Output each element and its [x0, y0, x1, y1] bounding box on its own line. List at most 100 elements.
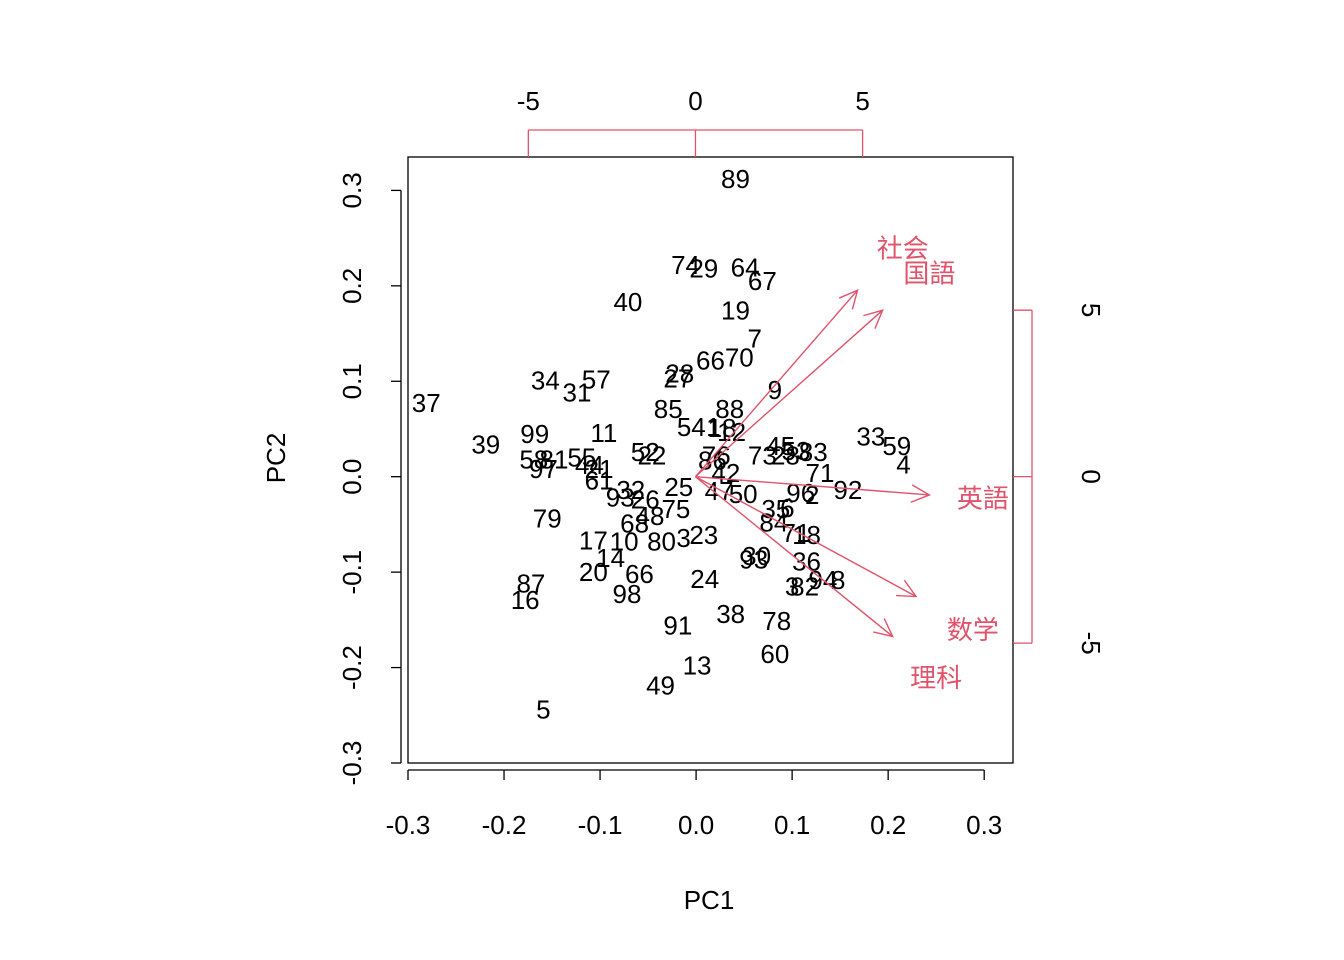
loading-arrowhead — [838, 288, 859, 310]
loading-label: 数学 — [947, 615, 999, 645]
observation-label: 91 — [663, 611, 692, 641]
observation-label: 39 — [471, 429, 500, 459]
observation-label: 11 — [590, 418, 617, 448]
loading-x-tick-label: -5 — [517, 86, 540, 116]
observation-label: 18 — [792, 520, 821, 550]
observation-label: 45 — [766, 431, 795, 461]
observation-label: 49 — [646, 671, 675, 701]
observation-label: 83 — [799, 437, 828, 467]
observation-label: 8 — [831, 565, 845, 595]
observation-label: 52 — [631, 437, 660, 467]
loading-arrow — [695, 475, 930, 496]
observation-label: 2 — [805, 480, 819, 510]
observation-label: 60 — [760, 639, 789, 669]
observation-label: 76 — [702, 441, 731, 471]
observation-label: 59 — [882, 431, 911, 461]
observation-label: 57 — [582, 364, 611, 394]
observation-label: 88 — [715, 394, 744, 424]
pc1-tick-label: -0.2 — [482, 810, 527, 840]
observation-label: 1 — [706, 412, 720, 442]
observation-label: 40 — [613, 287, 642, 317]
y-axis-title: PC2 — [261, 433, 291, 484]
observation-label: 99 — [520, 419, 549, 449]
observation-label: 68 — [620, 508, 649, 538]
pc2-tick-label: 0.2 — [337, 268, 367, 304]
observation-label: 14 — [596, 543, 625, 573]
loading-arrowhead — [910, 484, 932, 503]
loading-arrowhead — [863, 309, 884, 329]
observation-label: 42 — [711, 458, 740, 488]
observation-label: 19 — [721, 296, 750, 326]
pc2-tick-label: 0.3 — [337, 172, 367, 208]
observation-label: 75 — [661, 494, 690, 524]
observation-label: 81 — [540, 445, 569, 475]
pc2-tick-label: 0.1 — [337, 363, 367, 399]
observation-label: 26 — [631, 485, 660, 515]
observation-label: 30 — [742, 541, 771, 571]
observation-label: 85 — [654, 394, 683, 424]
plot-border — [407, 156, 1014, 764]
observation-label: 3 — [676, 523, 690, 553]
loading-y-axis: -5 0 5 — [1013, 303, 1106, 655]
observation-label: 27 — [663, 363, 692, 393]
observation-label: 24 — [690, 564, 719, 594]
observation-label: 37 — [412, 388, 441, 418]
observation-label: 55 — [567, 443, 596, 473]
observation-label: 64 — [731, 253, 760, 283]
pc1-tick-label: 0.2 — [870, 810, 906, 840]
observation-label: 28 — [665, 359, 694, 389]
observation-label: 20 — [579, 557, 608, 587]
loading-x-tick-label: 0 — [688, 86, 702, 116]
pc1-tick-label: 0.1 — [774, 810, 810, 840]
loading-label: 理科 — [910, 663, 962, 693]
pc1-axis: -0.3 -0.2 -0.1 0.0 0.1 0.2 0.3 — [386, 769, 1002, 840]
loading-arrowhead — [873, 618, 894, 638]
observation-label: 71 — [782, 518, 811, 548]
pc1-tick-label: -0.3 — [386, 810, 431, 840]
observation-label: 38 — [716, 599, 745, 629]
observation-label: 74 — [671, 250, 700, 280]
observation-label: 35 — [761, 494, 790, 524]
observation-label: 28 — [771, 441, 800, 471]
observation-label: 50 — [729, 479, 758, 509]
observation-label: 66 — [696, 345, 725, 375]
observation-label: 18 — [708, 413, 737, 443]
loading-label: 社会 — [877, 234, 929, 264]
observation-label: 4 — [896, 449, 910, 479]
loading-y-tick-label: 0 — [1076, 469, 1106, 483]
pc2-tick-label: -0.2 — [337, 645, 367, 690]
loading-y-tick-label: -5 — [1076, 632, 1106, 655]
plot-frame — [407, 156, 1014, 764]
loading-arrow — [694, 309, 884, 478]
observation-label: 71 — [806, 458, 835, 488]
observation-label: 6 — [780, 493, 794, 523]
observation-label: 89 — [721, 164, 750, 194]
observation-label: 93 — [739, 545, 768, 575]
observation-label: 67 — [748, 266, 777, 296]
observation-label: 7 — [747, 323, 761, 353]
loading-label: 国語 — [903, 259, 955, 289]
observation-label: 96 — [786, 478, 815, 508]
observation-label: 22 — [637, 441, 666, 471]
observation-label: 78 — [762, 606, 791, 636]
observation-label: 70 — [725, 342, 754, 372]
observation-label: 12 — [717, 417, 746, 447]
loading-x-axis: -5 0 5 — [517, 86, 870, 157]
observation-label: 13 — [683, 651, 712, 681]
observation-label: 5 — [536, 695, 550, 725]
observation-label: 33 — [856, 422, 885, 452]
observation-label: 97 — [529, 454, 558, 484]
observation-label: 66 — [625, 559, 654, 589]
pc2-axis: -0.3 -0.2 -0.1 0.0 0.1 0.2 0.3 — [337, 172, 402, 785]
observation-label: 3 — [785, 571, 799, 601]
observation-label: 82 — [790, 571, 819, 601]
observation-label: 29 — [689, 254, 718, 284]
pc1-tick-label: 0.0 — [678, 810, 714, 840]
observation-label: 32 — [616, 475, 645, 505]
observation-label: 53 — [782, 436, 811, 466]
loading-arrow — [695, 476, 917, 598]
